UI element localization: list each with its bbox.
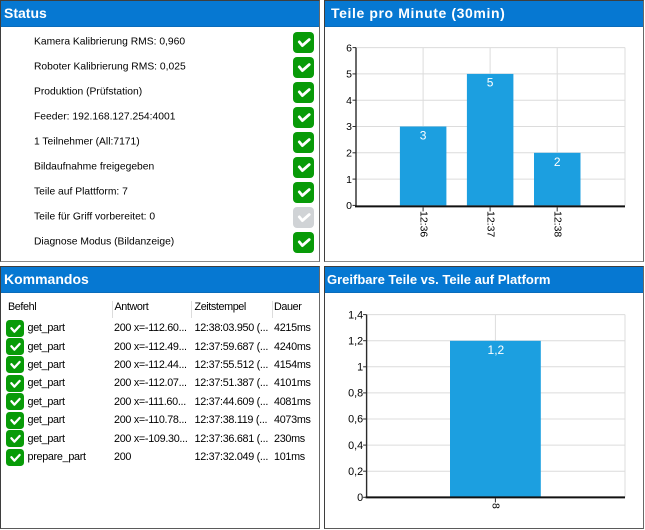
svg-text:2: 2 bbox=[554, 155, 561, 169]
svg-text:0,6: 0,6 bbox=[348, 414, 363, 426]
svg-text:5: 5 bbox=[487, 76, 494, 90]
svg-text:6: 6 bbox=[346, 42, 352, 54]
svg-text:0,2: 0,2 bbox=[348, 466, 363, 478]
svg-text:0: 0 bbox=[346, 200, 352, 212]
svg-text:0,4: 0,4 bbox=[348, 440, 363, 452]
svg-text:3: 3 bbox=[346, 121, 352, 133]
svg-text:12:38: 12:38 bbox=[551, 211, 563, 237]
svg-text:3: 3 bbox=[420, 129, 427, 143]
svg-text:4: 4 bbox=[346, 95, 352, 107]
svg-text:8: 8 bbox=[490, 503, 502, 509]
svg-text:12:36: 12:36 bbox=[417, 211, 429, 237]
svg-text:1: 1 bbox=[357, 362, 363, 374]
svg-text:0: 0 bbox=[357, 492, 363, 504]
svg-text:1,2: 1,2 bbox=[488, 343, 505, 357]
svg-text:2: 2 bbox=[346, 148, 352, 160]
svg-text:12:37: 12:37 bbox=[484, 211, 496, 237]
svg-text:5: 5 bbox=[346, 69, 352, 81]
svg-text:0,8: 0,8 bbox=[348, 388, 363, 400]
svg-text:1: 1 bbox=[346, 174, 352, 186]
svg-text:1,2: 1,2 bbox=[348, 335, 363, 347]
svg-text:1,4: 1,4 bbox=[348, 309, 363, 321]
